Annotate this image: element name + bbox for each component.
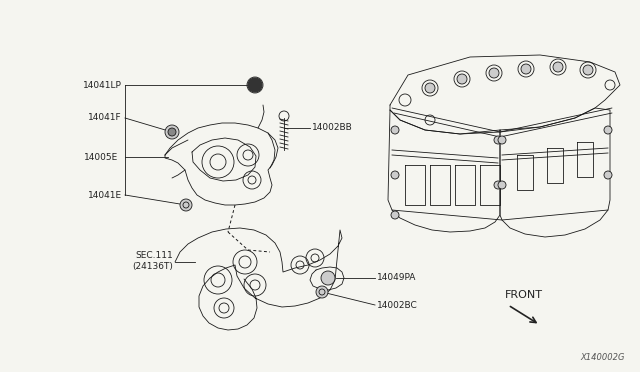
Circle shape [425, 83, 435, 93]
Circle shape [180, 199, 192, 211]
Circle shape [489, 68, 499, 78]
Circle shape [494, 136, 502, 144]
Text: 14005E: 14005E [84, 153, 118, 161]
Circle shape [604, 171, 612, 179]
Circle shape [498, 181, 506, 189]
Text: 14041F: 14041F [88, 113, 122, 122]
Circle shape [165, 125, 179, 139]
Circle shape [316, 286, 328, 298]
Text: (24136T): (24136T) [132, 263, 173, 272]
Circle shape [321, 271, 335, 285]
Text: 14002BB: 14002BB [312, 124, 353, 132]
Circle shape [391, 171, 399, 179]
Circle shape [391, 126, 399, 134]
Text: FRONT: FRONT [505, 290, 543, 300]
Circle shape [521, 64, 531, 74]
Text: 14041E: 14041E [88, 190, 122, 199]
Text: 14041LP: 14041LP [83, 80, 122, 90]
Circle shape [494, 181, 502, 189]
Circle shape [498, 136, 506, 144]
Text: 14002BC: 14002BC [377, 301, 418, 310]
Circle shape [583, 65, 593, 75]
Text: 14049PA: 14049PA [377, 273, 417, 282]
Circle shape [457, 74, 467, 84]
Circle shape [604, 126, 612, 134]
Text: SEC.111: SEC.111 [135, 251, 173, 260]
Circle shape [168, 128, 176, 136]
Circle shape [248, 78, 262, 92]
Text: X140002G: X140002G [580, 353, 625, 362]
Circle shape [391, 211, 399, 219]
Circle shape [553, 62, 563, 72]
